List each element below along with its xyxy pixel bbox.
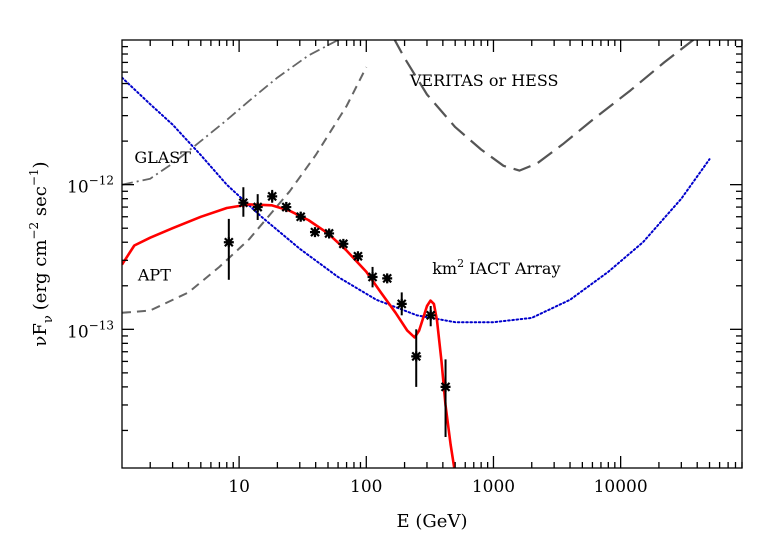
data-point	[382, 273, 393, 284]
point-marker	[382, 273, 393, 284]
y-tick-label: 10−13	[67, 318, 114, 342]
series-line-3	[122, 76, 711, 324]
point-marker	[425, 310, 436, 321]
series-line-0	[122, 40, 340, 186]
data-point	[238, 187, 249, 217]
iact-label-base: km	[432, 259, 457, 278]
data-point	[396, 292, 407, 316]
series-line-1	[122, 66, 368, 314]
point-marker	[396, 298, 407, 309]
ticks-layer: 10 100 1000 10000 10−12 10−13	[67, 40, 743, 497]
x-tick-label: 1000	[472, 477, 515, 497]
annotation-iact: km2 IACT Array	[432, 257, 560, 278]
data-point	[338, 238, 349, 249]
data-point	[440, 359, 451, 438]
iact-label-exp: 2	[457, 257, 464, 270]
ylabel-units-mid: sec	[30, 186, 51, 222]
point-marker	[309, 227, 320, 238]
data-point	[411, 329, 422, 387]
point-marker	[238, 197, 249, 208]
data-point	[252, 194, 263, 220]
annotation-glast: GLAST	[134, 148, 191, 167]
data-point	[367, 266, 378, 288]
point-marker	[223, 237, 234, 248]
annotation-apt: APT	[137, 265, 171, 284]
series-line-2	[393, 40, 695, 172]
data-point	[309, 227, 320, 238]
point-marker	[252, 202, 263, 213]
point-marker	[267, 191, 278, 202]
x-axis-label: E (GeV)	[397, 511, 468, 532]
point-marker	[324, 228, 335, 239]
ylabel-exp1: −2	[27, 222, 41, 240]
data-point	[352, 251, 363, 262]
data-point	[425, 305, 436, 327]
point-marker	[440, 381, 451, 392]
series-line-4	[122, 203, 456, 468]
y-axis-label: νFν (erg cm−2 sec−1)	[27, 161, 56, 346]
ylabel-exp2: −1	[27, 168, 41, 186]
data-point	[223, 218, 234, 280]
data-points-layer	[223, 187, 451, 438]
ylabel-units-pre: (erg cm	[30, 240, 51, 311]
data-point	[295, 211, 306, 222]
point-marker	[338, 238, 349, 249]
data-point	[267, 189, 278, 203]
x-tick-label: 10	[228, 477, 250, 497]
iact-label-rest: IACT Array	[464, 259, 560, 278]
point-marker	[295, 211, 306, 222]
data-point	[324, 228, 335, 239]
series-layer	[122, 40, 711, 468]
data-point	[281, 201, 292, 213]
x-tick-label: 10000	[594, 477, 648, 497]
annotation-veritas-hess: VERITAS or HESS	[409, 71, 559, 90]
point-marker	[281, 202, 292, 213]
point-marker	[367, 271, 378, 282]
y-tick-label: 10−12	[67, 174, 114, 198]
ylabel-base: νF	[30, 323, 51, 346]
ylabel-units-post: )	[30, 161, 51, 168]
point-marker	[352, 251, 363, 262]
plot-frame	[121, 39, 743, 469]
ylabel-sub: ν	[41, 315, 56, 323]
x-tick-label: 100	[350, 477, 382, 497]
point-marker	[411, 351, 422, 362]
